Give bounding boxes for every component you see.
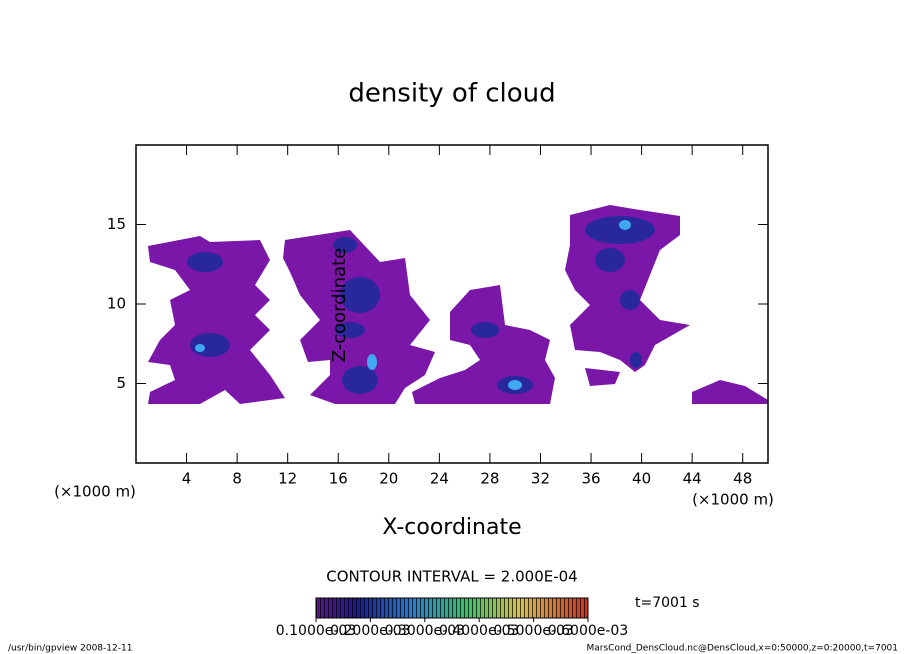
- x-tick-label: 28: [480, 470, 499, 488]
- x-tick-label: 16: [329, 470, 348, 488]
- chart-title: density of cloud: [348, 79, 555, 109]
- x-tick-label: 8: [232, 470, 242, 488]
- colorbar-tick-label: 0.2000e-03: [330, 623, 410, 639]
- cloud-peak: [195, 220, 631, 390]
- x-tick-label: 24: [430, 470, 449, 488]
- colorbar-tick-label: 0.6000e-03: [548, 623, 628, 639]
- colorbar-tick-label: 0.3000e-03: [385, 623, 465, 639]
- time-label: t=7001 s: [635, 595, 700, 611]
- x-tick-label: 32: [531, 470, 550, 488]
- x-unit-label: (×1000 m): [692, 491, 774, 509]
- x-tick-label: 44: [683, 470, 702, 488]
- y-tick-label: 5: [116, 374, 126, 392]
- x-tick-label: 20: [379, 470, 398, 488]
- x-tick-label: 40: [632, 470, 651, 488]
- footer-right: MarsCond_DensCloud.nc@DensCloud,x=0:5000…: [587, 644, 899, 654]
- x-tick-label: 4: [182, 470, 192, 488]
- colorbar-frame: [315, 597, 589, 619]
- colorbar-tick-label: 0.1000e-03: [276, 623, 356, 639]
- y-axis-label: Z-coordinate: [329, 248, 350, 363]
- footer-left: /usr/bin/gpview 2008-12-11: [8, 644, 132, 654]
- y-tick-label: 15: [107, 215, 126, 233]
- x-tick-label: 36: [581, 470, 600, 488]
- x-axis-label: X-coordinate: [382, 515, 521, 540]
- cloud-field: [148, 205, 768, 404]
- cloud-core: [187, 216, 655, 394]
- colorbar-tick-label: 0.4000e-03: [439, 623, 519, 639]
- contour-interval: CONTOUR INTERVAL = 2.000E-04: [326, 568, 577, 586]
- x-unit-label: (×1000 m): [54, 483, 136, 501]
- x-tick-label: 12: [278, 470, 297, 488]
- x-tick-label: 48: [733, 470, 752, 488]
- colorbar-tick-label: 0.5000e-03: [493, 623, 573, 639]
- y-tick-label: 10: [107, 295, 126, 313]
